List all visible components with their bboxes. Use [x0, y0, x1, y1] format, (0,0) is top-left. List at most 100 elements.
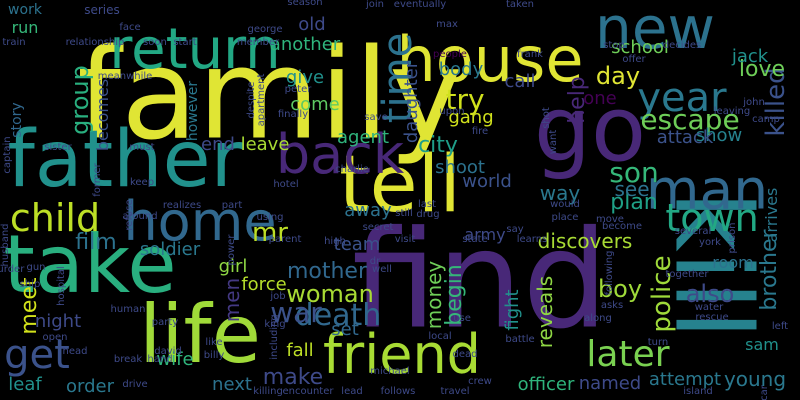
word-camp: camp: [752, 114, 780, 125]
word-go: go: [533, 77, 647, 182]
word-open: open: [42, 332, 68, 343]
word-room: room: [712, 253, 754, 272]
word-island: island: [683, 386, 713, 397]
word-decides: decides: [662, 40, 702, 51]
word-fire: fire: [471, 126, 489, 137]
word-become: become: [601, 221, 643, 232]
word-town: town: [665, 196, 759, 240]
word-season: season: [287, 0, 323, 8]
word-officer: officer: [517, 374, 575, 395]
word-husband: husband: [0, 223, 11, 267]
word-day: day: [595, 62, 641, 90]
word-soldier: soldier: [139, 239, 201, 260]
word-discovers: discovers: [537, 229, 633, 253]
word-crew: crew: [468, 376, 492, 387]
word-war: war: [270, 296, 322, 329]
word-woman: woman: [286, 280, 374, 308]
word-one: one: [583, 88, 617, 109]
word-soon: soon: [143, 37, 167, 48]
word-new: new: [595, 0, 715, 62]
word-member: member: [236, 37, 280, 48]
word-save: save: [364, 112, 388, 123]
word-series: series: [84, 3, 120, 17]
word-like: like: [205, 337, 223, 348]
word-child: child: [9, 196, 101, 240]
word-fight: fight: [502, 289, 523, 331]
word-gang: gang: [448, 107, 494, 128]
word-former: former: [92, 163, 103, 197]
word-ship: ship: [19, 279, 41, 290]
word-george: george: [247, 24, 283, 35]
word-hotel: hotel: [273, 179, 299, 190]
word-come: come: [290, 94, 340, 115]
word-still: still: [395, 208, 413, 219]
word-travel: travel: [440, 386, 470, 397]
word-sam: sam: [745, 335, 779, 354]
word-set: set: [331, 319, 359, 340]
word-taken: taken: [506, 0, 534, 10]
word-daughter: daughter: [401, 60, 422, 144]
word-hand: hand: [147, 354, 173, 365]
word-son: son: [609, 156, 659, 189]
word-including: including: [269, 314, 280, 360]
word-stop: stop: [603, 40, 625, 51]
word-wife: wife: [156, 349, 194, 370]
word-lead: lead: [341, 386, 363, 397]
word-city: city: [418, 133, 458, 158]
word-get: get: [4, 332, 70, 378]
word-boy: boy: [597, 275, 643, 303]
word-billy: billy: [203, 350, 225, 361]
word-eventually: eventually: [393, 0, 447, 10]
word-around: around: [122, 211, 158, 222]
word-murder: murder: [0, 264, 25, 275]
word-another: another: [269, 34, 341, 55]
word-death: death: [294, 298, 382, 333]
word-arrives: arrives: [762, 187, 781, 243]
word-john: john: [743, 97, 765, 108]
word-state: state: [462, 234, 488, 245]
word-start: start: [173, 37, 197, 48]
word-agent: agent: [337, 127, 389, 148]
word-along: along: [584, 313, 612, 324]
word-asks: asks: [600, 300, 624, 311]
word-peter: peter: [284, 84, 312, 95]
word-girl: girl: [218, 256, 248, 277]
word-team: team: [333, 234, 381, 255]
word-however: however: [185, 80, 201, 142]
word-water: water: [694, 302, 724, 313]
word-keep: keep: [129, 177, 155, 188]
word-film: film: [75, 230, 117, 255]
word-left: left: [771, 321, 789, 332]
word-see: see: [614, 177, 650, 201]
word-hospital: hospital: [56, 266, 67, 306]
word-house: house: [396, 23, 584, 96]
word-plan: plan: [610, 190, 658, 215]
word-back: back: [275, 123, 405, 186]
word-named: named: [578, 373, 642, 394]
word-life: life: [139, 288, 261, 381]
word-charlie: charlie: [335, 164, 369, 175]
word-find: find: [351, 201, 609, 359]
word-way: way: [539, 181, 581, 205]
word-following: following: [604, 250, 615, 296]
word-michael: michael: [370, 366, 410, 377]
word-high: high: [324, 236, 346, 247]
word-secret: secret: [362, 222, 394, 233]
word-night: night: [34, 311, 82, 332]
word-using: using: [256, 212, 284, 223]
word-shot: shot: [541, 107, 552, 129]
word-order: order: [66, 376, 114, 397]
word-head: head: [62, 346, 88, 357]
word-want: want: [548, 129, 559, 155]
word-shoot: shoot: [435, 157, 485, 178]
word-offer: offer: [622, 54, 646, 65]
word-becomes: becomes: [93, 78, 112, 152]
word-money: money: [422, 260, 446, 330]
word-father: father: [7, 115, 243, 205]
word-fall: fall: [286, 340, 314, 361]
word-gun: gun: [26, 262, 46, 273]
word-world: world: [462, 171, 512, 192]
word-david: david: [154, 346, 182, 357]
word-last: last: [417, 199, 437, 210]
